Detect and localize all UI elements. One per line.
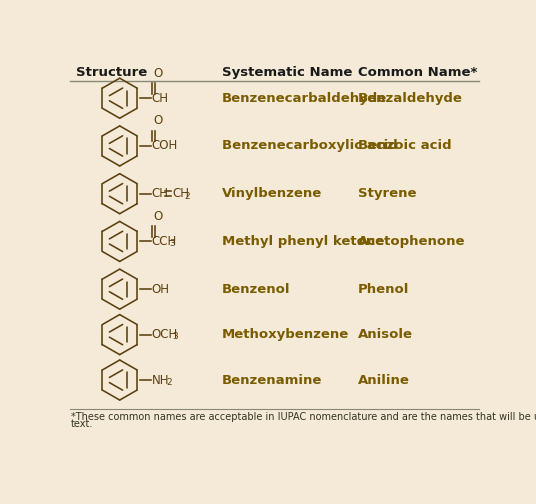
Text: O: O	[153, 114, 162, 128]
Text: *These common names are acceptable in IUPAC nomenclature and are the names that : *These common names are acceptable in IU…	[71, 412, 536, 422]
Text: text.: text.	[71, 419, 93, 429]
Text: 3: 3	[173, 333, 178, 341]
Text: Benzoic acid: Benzoic acid	[358, 140, 451, 152]
Text: O: O	[153, 210, 162, 223]
Text: Systematic Name: Systematic Name	[222, 67, 352, 79]
Text: 2: 2	[166, 378, 172, 387]
Text: CH: CH	[152, 187, 168, 200]
Text: Anisole: Anisole	[358, 328, 413, 341]
Text: 2: 2	[185, 192, 190, 201]
Text: Methyl phenyl ketone: Methyl phenyl ketone	[222, 235, 384, 248]
Text: CCH: CCH	[152, 235, 177, 248]
Text: NH: NH	[152, 373, 169, 387]
Text: Methoxybenzene: Methoxybenzene	[222, 328, 349, 341]
Text: COH: COH	[152, 140, 178, 152]
Text: CH: CH	[173, 187, 189, 200]
Text: Aniline: Aniline	[358, 373, 410, 387]
Text: 3: 3	[169, 239, 175, 248]
Text: Benzenamine: Benzenamine	[222, 373, 322, 387]
Text: OH: OH	[152, 283, 169, 296]
Text: O: O	[153, 67, 162, 80]
Text: Benzenecarbaldehyde: Benzenecarbaldehyde	[222, 92, 387, 105]
Text: OCH: OCH	[152, 328, 178, 341]
Text: Structure: Structure	[76, 67, 147, 79]
Text: Benzenecarboxylic acid: Benzenecarboxylic acid	[222, 140, 398, 152]
Text: Styrene: Styrene	[358, 187, 416, 200]
Text: Acetophenone: Acetophenone	[358, 235, 465, 248]
Text: Benzenol: Benzenol	[222, 283, 291, 296]
Text: CH: CH	[152, 92, 168, 105]
Text: Benzaldehyde: Benzaldehyde	[358, 92, 463, 105]
Text: Common Name*: Common Name*	[358, 67, 477, 79]
Text: Vinylbenzene: Vinylbenzene	[222, 187, 322, 200]
Text: Phenol: Phenol	[358, 283, 409, 296]
